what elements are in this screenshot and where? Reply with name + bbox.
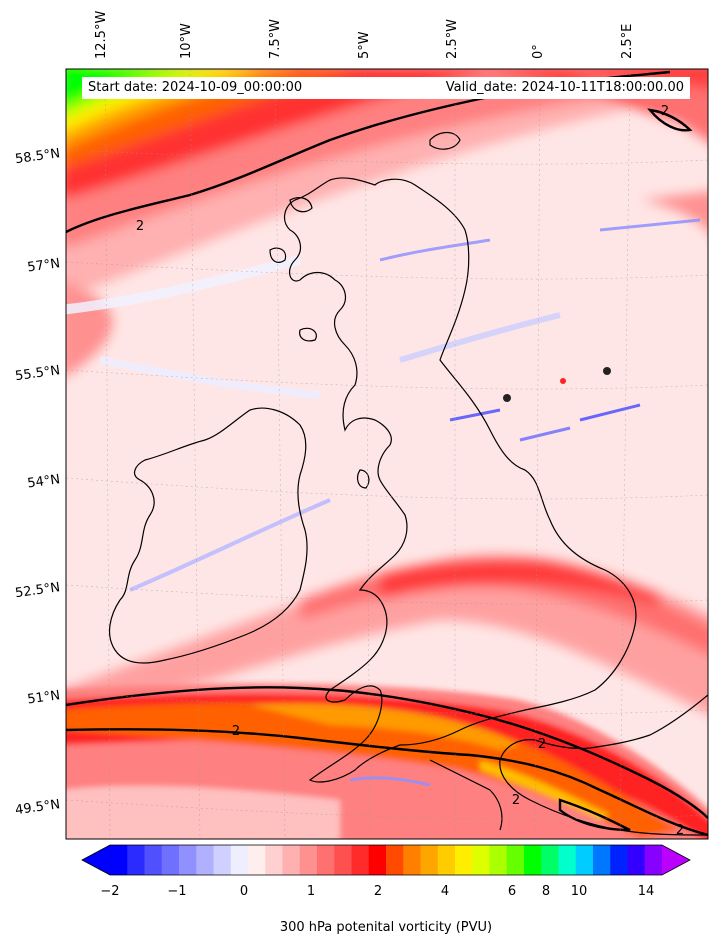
pv-south-band xyxy=(66,683,708,839)
contour-label: 2 xyxy=(676,823,684,838)
colorbar-segment xyxy=(541,845,559,875)
map-frame xyxy=(65,68,709,840)
map-area: 2 2 2 2 2 2 xyxy=(66,69,708,839)
contour-label: 2 xyxy=(538,737,546,752)
colorbar-segment xyxy=(368,845,387,875)
colorbar-segment xyxy=(403,845,421,875)
colorbar-segment xyxy=(524,845,542,875)
colorbar-tick: −2 xyxy=(100,884,120,899)
colorbar-tick: 4 xyxy=(440,884,450,899)
colorbar-segment xyxy=(644,845,663,875)
colorbar-segment xyxy=(472,845,490,875)
lon-label: 2.5°W xyxy=(445,18,460,59)
lon-label: 0° xyxy=(531,44,546,59)
colorbar-segment xyxy=(127,845,145,875)
info-box: Start date: 2024-10-09_00:00:00 Valid_da… xyxy=(82,77,690,99)
colorbar xyxy=(81,844,691,876)
colorbar-label: 300 hPa potenital vorticity (PVU) xyxy=(279,920,493,935)
pv-negative-streaks xyxy=(66,218,701,787)
lon-label: 2.5°E xyxy=(620,23,635,59)
colorbar-segment xyxy=(489,845,508,875)
graticule xyxy=(66,69,708,839)
colorbar-segment xyxy=(610,845,628,875)
colorbar-segment xyxy=(558,845,577,875)
colorbar-segment xyxy=(506,845,525,875)
colorbar-extend-high xyxy=(662,845,690,875)
colorbar-segment xyxy=(420,845,439,875)
colorbar-segment xyxy=(213,845,232,875)
colorbar-tick: 14 xyxy=(637,884,655,899)
lon-label: 5°W xyxy=(357,31,372,59)
colorbar-segment xyxy=(317,845,335,875)
colorbar-tick: −1 xyxy=(167,884,187,899)
colorbar-segment xyxy=(248,845,266,875)
colorbar-segment xyxy=(161,845,180,875)
colorbar-segment xyxy=(437,845,456,875)
lon-label: 12.5°W xyxy=(94,10,109,59)
contour-label: 2 xyxy=(136,219,144,234)
colorbar-segment xyxy=(265,845,283,875)
colorbar-segment xyxy=(299,845,318,875)
colorbar-segment xyxy=(334,845,352,875)
colorbar-segment xyxy=(282,845,301,875)
colorbar-segment xyxy=(110,845,128,875)
colorbar-tick: 8 xyxy=(541,884,551,899)
colorbar-segment xyxy=(144,845,163,875)
colorbar-segment xyxy=(351,845,370,875)
colorbar-tick: 6 xyxy=(507,884,517,899)
colorbar-tick: 0 xyxy=(239,884,249,899)
contour-label: 2 xyxy=(661,104,669,119)
colorbar-segment xyxy=(179,845,197,875)
colorbar-tick: 1 xyxy=(306,884,316,899)
colorbar-extend-low xyxy=(82,845,110,875)
pv-mid-band xyxy=(66,554,708,719)
contour-label: 2 xyxy=(512,793,520,808)
contour-labels: 2 2 2 2 2 2 xyxy=(136,104,684,838)
colorbar-tick: 2 xyxy=(373,884,383,899)
colorbar-segment xyxy=(230,845,249,875)
colorbar-segment xyxy=(575,845,594,875)
lon-label: 10°W xyxy=(179,23,194,59)
colorbar-segments xyxy=(110,845,663,875)
colorbar-segment xyxy=(196,845,214,875)
lon-label: 7.5°W xyxy=(268,18,283,59)
colorbar-segment xyxy=(593,845,611,875)
start-date-label: Start date: 2024-10-09_00:00:00 xyxy=(88,80,303,95)
coastlines xyxy=(108,131,708,836)
colorbar-segment xyxy=(627,845,646,875)
contour-label: 2 xyxy=(232,724,240,739)
colorbar-segment xyxy=(455,845,473,875)
colorbar-tick: 10 xyxy=(570,884,588,899)
valid-date-label: Valid_date: 2024-10-11T18:00:00.00 xyxy=(445,80,684,95)
colorbar-segment xyxy=(386,845,404,875)
